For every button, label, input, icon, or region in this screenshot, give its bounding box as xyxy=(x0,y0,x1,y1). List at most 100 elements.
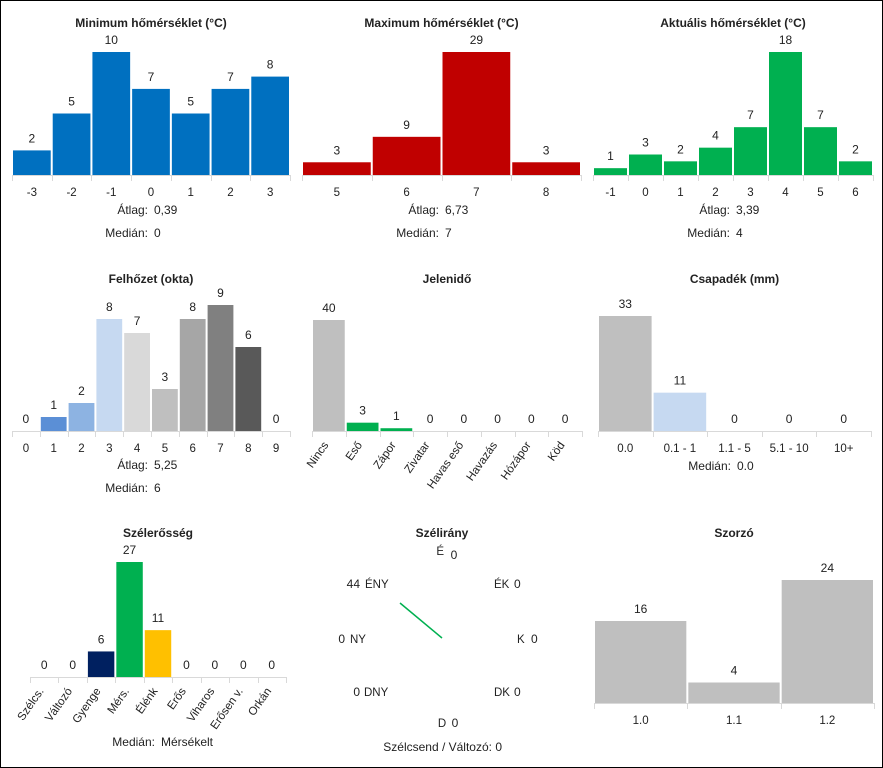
max-bar xyxy=(512,162,580,175)
wind-direction-count: 0 xyxy=(338,632,345,646)
szorzo-category-label: 1.2 xyxy=(819,715,835,727)
min-value-label: 7 xyxy=(227,70,234,84)
akt-stat-value: 3,39 xyxy=(736,203,760,217)
felho-category-label: 0 xyxy=(23,443,29,455)
felho-value-label: 7 xyxy=(134,314,141,328)
jelen-category-label: Köd xyxy=(546,440,568,464)
felho-bar xyxy=(68,403,95,431)
min-title: Minimum hőmérséklet (°C) xyxy=(75,16,227,30)
akt-bar xyxy=(839,161,872,175)
min-category-label: 2 xyxy=(227,187,233,199)
szel-value-label: 0 xyxy=(41,658,48,672)
wind-direction-label: ÉK xyxy=(494,578,510,591)
csap-category-label: 1.1 - 5 xyxy=(718,443,751,455)
min-category-label: -1 xyxy=(106,187,116,199)
max-bar xyxy=(442,52,511,175)
akt-value-label: 7 xyxy=(817,108,824,122)
akt-value-label: 4 xyxy=(712,129,719,143)
felho-chart: Felhőzet (okta) 0 1 2 8 7 3 8 9 6 0 0 1 2 3 4 5 6 7 8 9 Átlag… xyxy=(12,272,291,495)
szorzo-category-label: 1.0 xyxy=(633,715,649,727)
felho-category-label: 2 xyxy=(78,443,84,455)
wind-direction-label: ÉNY xyxy=(365,578,389,591)
max-value-label: 3 xyxy=(334,143,341,157)
akt-chart: Aktuális hőmérséklet (°C) 1 3 2 4 7 18 7 2 -1 0 1 2 3… xyxy=(593,16,874,240)
szel-category-label: Élénk xyxy=(133,685,160,716)
akt-value-label: 3 xyxy=(642,136,649,150)
jelen-value-label: 0 xyxy=(562,412,569,426)
min-category-label: 0 xyxy=(148,187,154,199)
szel-value-label: 27 xyxy=(123,543,137,557)
akt-stat-label: Medián: xyxy=(687,226,730,240)
csap-bar xyxy=(599,316,652,431)
jelen-bar xyxy=(380,428,413,431)
felho-category-label: 4 xyxy=(134,443,141,455)
jelen-value-label: 0 xyxy=(494,412,501,426)
wind-direction-count: 0 xyxy=(514,685,521,699)
min-bar xyxy=(171,113,210,175)
min-bar xyxy=(52,113,91,175)
min-bar xyxy=(92,52,131,175)
szel-bar xyxy=(116,562,143,677)
min-value-label: 5 xyxy=(68,95,75,109)
csap-category-label: 5.1 - 10 xyxy=(770,443,809,455)
felho-value-label: 8 xyxy=(189,300,196,314)
jelen-value-label: 0 xyxy=(427,412,434,426)
szel-value-label: 0 xyxy=(212,658,219,672)
csap-title: Csapadék (mm) xyxy=(690,272,779,286)
akt-value-label: 7 xyxy=(747,108,754,122)
wind-direction-count: 0 xyxy=(353,685,360,699)
szorzo-value-label: 24 xyxy=(821,561,835,575)
csap-bar xyxy=(653,392,707,431)
jelen-category-label: Eső xyxy=(344,440,365,463)
akt-value-label: 1 xyxy=(607,149,614,163)
akt-bar xyxy=(769,52,802,175)
akt-bar xyxy=(594,168,627,175)
szorzo-title: Szorzó xyxy=(714,526,753,540)
jelen-title: Jelenidő xyxy=(423,272,472,286)
wind-direction-label: K xyxy=(517,634,525,646)
wind-direction-label: D xyxy=(438,718,446,730)
min-value-label: 5 xyxy=(187,95,194,109)
min-bar xyxy=(251,76,289,175)
akt-stat-value: 4 xyxy=(736,226,743,240)
szel-category-label: Orkán xyxy=(246,686,274,719)
jelen-category-label: Nincs xyxy=(305,440,331,471)
csap-value-label: 0 xyxy=(786,412,793,426)
min-bar xyxy=(13,150,51,175)
akt-bar xyxy=(699,147,732,175)
akt-value-label: 2 xyxy=(852,142,859,156)
felho-value-label: 6 xyxy=(245,328,252,342)
max-stat-label: Átlag: xyxy=(408,202,439,217)
akt-category-label: 4 xyxy=(782,187,789,199)
szel-stat-label: Medián: xyxy=(112,735,155,749)
min-value-label: 10 xyxy=(105,33,119,47)
szorzo-value-label: 16 xyxy=(634,602,648,616)
felho-category-label: 1 xyxy=(50,443,56,455)
csap-category-label: 10+ xyxy=(834,443,854,455)
szorzo-bar xyxy=(688,682,780,703)
felho-bar xyxy=(235,347,262,431)
szorzo-bar xyxy=(781,580,873,703)
akt-category-label: 1 xyxy=(677,187,683,199)
szel-value-label: 11 xyxy=(152,611,165,625)
felho-bar xyxy=(96,319,123,431)
felho-stat-label: Medián: xyxy=(105,481,148,495)
min-category-label: -2 xyxy=(66,187,76,199)
felho-value-label: 0 xyxy=(273,412,280,426)
wind-direction-label: É xyxy=(436,545,444,558)
felho-stat-label: Átlag: xyxy=(117,457,148,472)
szel-category-label: Mérs. xyxy=(106,686,132,716)
min-bar xyxy=(211,88,250,175)
szel-category-label: Gyenge xyxy=(71,686,104,726)
jelen-value-label: 0 xyxy=(528,412,535,426)
akt-value-label: 2 xyxy=(677,142,684,156)
felho-bar xyxy=(152,389,178,431)
felho-value-label: 9 xyxy=(217,286,224,300)
akt-category-label: 6 xyxy=(852,187,858,199)
akt-value-label: 18 xyxy=(779,33,793,47)
felho-category-label: 7 xyxy=(217,443,223,455)
wind-direction-label: NY xyxy=(350,634,366,646)
max-value-label: 29 xyxy=(470,33,484,47)
akt-category-label: 5 xyxy=(817,187,823,199)
